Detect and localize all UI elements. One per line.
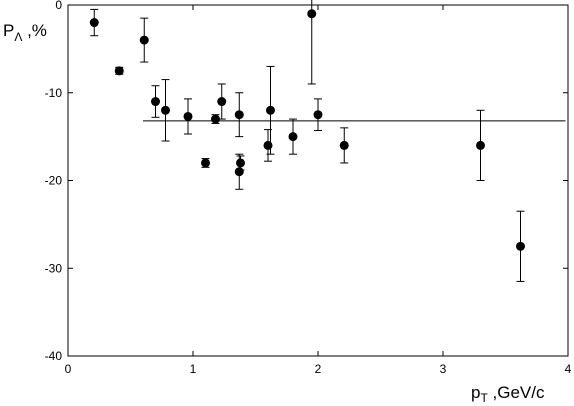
data-point bbox=[476, 109, 485, 181]
data-point bbox=[288, 118, 298, 155]
data-point bbox=[211, 114, 220, 124]
y-axis-title-sub: Λ bbox=[14, 30, 22, 44]
data-marker bbox=[263, 140, 273, 150]
data-marker bbox=[476, 140, 485, 150]
y-tick-label: -40 bbox=[45, 349, 63, 363]
data-marker bbox=[339, 140, 349, 150]
data-marker bbox=[201, 158, 210, 168]
data-point bbox=[307, 0, 317, 85]
data-point bbox=[236, 155, 245, 171]
x-axis-title-rest: ,GeV/c bbox=[488, 383, 545, 402]
x-axis-title-sub: T bbox=[480, 391, 488, 405]
x-tick-label: 1 bbox=[190, 362, 197, 376]
data-point bbox=[266, 65, 275, 155]
data-point bbox=[151, 85, 160, 118]
data-marker bbox=[516, 241, 525, 251]
data-point bbox=[139, 17, 149, 63]
y-tick-label: -10 bbox=[45, 86, 63, 100]
data-marker bbox=[236, 158, 245, 168]
data-marker bbox=[161, 105, 170, 115]
data-points bbox=[89, 0, 525, 282]
axis-ticks: 0 1 2 3 4 0 -10 -20 -30 -40 bbox=[45, 0, 572, 376]
x-tick-label: 4 bbox=[565, 362, 572, 376]
data-point bbox=[234, 92, 244, 138]
y-axis-title: PΛ ,% bbox=[3, 21, 47, 44]
data-marker bbox=[114, 66, 124, 76]
y-tick-label: 0 bbox=[55, 0, 62, 12]
data-point bbox=[217, 83, 227, 120]
plot-frame bbox=[67, 4, 569, 357]
data-marker bbox=[288, 132, 298, 142]
x-axis-title-main: p bbox=[471, 383, 480, 402]
data-marker bbox=[151, 97, 160, 107]
x-tick-label: 0 bbox=[65, 362, 72, 376]
y-axis-title-main: P bbox=[3, 21, 14, 40]
data-point bbox=[313, 98, 323, 131]
y-tick-label: -30 bbox=[45, 261, 63, 275]
data-point bbox=[183, 98, 193, 135]
data-marker bbox=[217, 97, 227, 107]
data-marker bbox=[234, 110, 244, 120]
x-axis-title: pT ,GeV/c bbox=[471, 383, 545, 405]
y-tick-label: -20 bbox=[45, 174, 63, 188]
data-marker bbox=[89, 18, 99, 28]
data-marker bbox=[211, 114, 220, 124]
x-tick-label: 2 bbox=[315, 362, 322, 376]
y-axis-title-rest: ,% bbox=[22, 21, 47, 40]
data-marker bbox=[139, 35, 149, 45]
data-point bbox=[339, 127, 349, 164]
data-marker bbox=[313, 110, 323, 120]
data-marker bbox=[183, 111, 193, 121]
data-marker bbox=[307, 9, 317, 19]
data-marker bbox=[234, 167, 244, 177]
data-point bbox=[89, 8, 99, 37]
x-tick-label: 3 bbox=[440, 362, 447, 376]
data-point bbox=[161, 79, 170, 142]
data-point bbox=[516, 210, 525, 282]
data-point bbox=[263, 129, 273, 162]
data-marker bbox=[266, 105, 275, 115]
data-point bbox=[201, 158, 210, 168]
data-point bbox=[114, 66, 124, 76]
